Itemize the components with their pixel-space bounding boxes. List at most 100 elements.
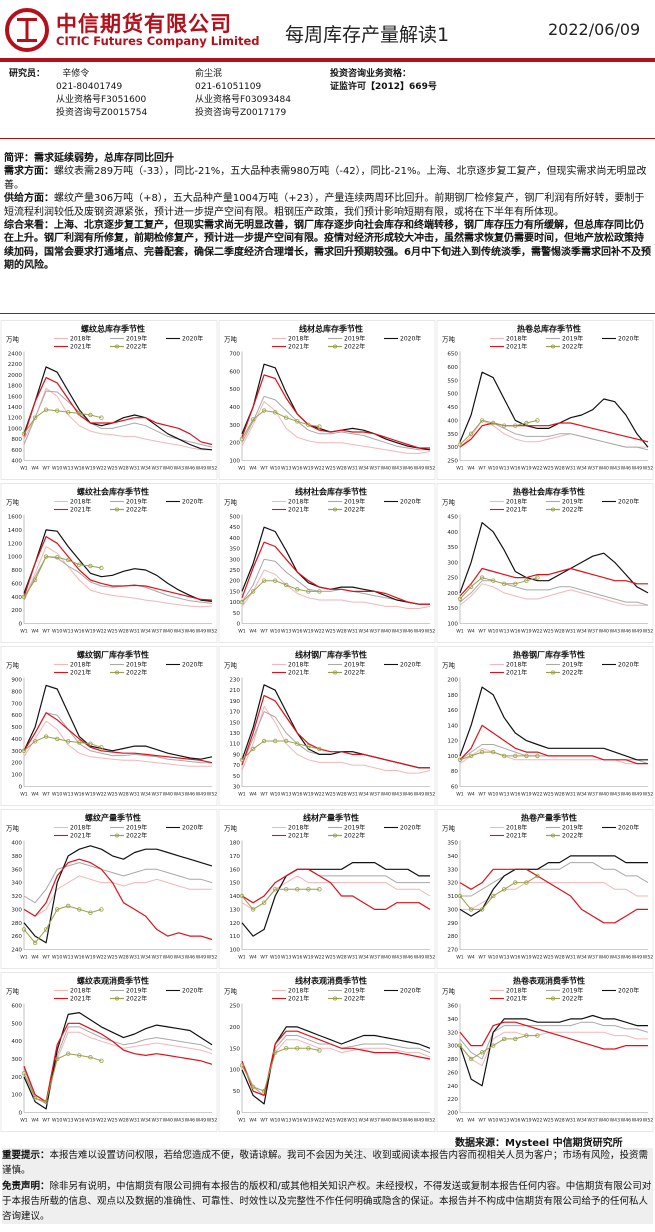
series-point-2022 <box>295 587 300 592</box>
x-tick-label: W1 <box>20 466 28 472</box>
x-tick-label: W49 <box>196 792 206 798</box>
x-tick-label: W7 <box>478 466 486 472</box>
chart-title: 热卷总库存季节性 <box>517 324 581 334</box>
x-tick-label: W52 <box>425 466 435 472</box>
x-tick-label: W4 <box>31 792 39 798</box>
series-point-2022 <box>479 418 485 423</box>
y-tick-label: 500 <box>447 392 458 398</box>
x-tick-label: W43 <box>392 955 402 961</box>
y-tick-label: 100 <box>447 622 458 628</box>
series-point-2022 <box>65 739 71 744</box>
x-tick-label: W49 <box>414 792 424 798</box>
series-point-2022 <box>55 736 60 742</box>
series-line-2018年 <box>241 401 431 454</box>
series-line-2021年 <box>23 377 213 446</box>
series-line-2019年 <box>241 395 430 451</box>
chart-frame <box>436 483 654 643</box>
x-tick-label: W28 <box>118 1118 128 1124</box>
legend-label: 2022年 <box>344 669 365 677</box>
x-tick-label: W22 <box>532 792 542 798</box>
series-point-2022 <box>491 893 496 899</box>
x-tick-label: W43 <box>610 466 620 472</box>
x-tick-label: W40 <box>381 629 391 635</box>
y-tick-label: 60 <box>451 785 459 791</box>
x-tick-label: W10 <box>488 1118 498 1124</box>
report-title: 每周库存产量解读1 <box>285 24 450 46</box>
chart-7: 螺纹钢厂库存季节性 万吨 2018年 2019年 2020年 2021年 2022年 0 100… <box>0 644 218 810</box>
x-tick-label: W10 <box>52 792 62 798</box>
series-point-2022 <box>317 746 322 752</box>
x-tick-label: W22 <box>96 629 106 635</box>
chart-frame <box>218 972 436 1132</box>
x-tick-label: W40 <box>163 629 173 635</box>
series-point-2022 <box>535 1033 540 1038</box>
legend-marker <box>551 833 556 838</box>
y-tick-label: 400 <box>229 405 240 411</box>
x-tick-label: W19 <box>303 955 313 961</box>
series-point-2022 <box>317 1048 322 1053</box>
y-tick-label: 150 <box>229 1046 240 1052</box>
x-tick-label: W13 <box>499 955 509 961</box>
series-point-2022 <box>43 1099 49 1104</box>
y-tick-label: 290 <box>447 921 458 927</box>
series-point-2022 <box>491 420 496 426</box>
series-point-2022 <box>65 903 71 909</box>
legend-label: 2018年 <box>70 824 91 832</box>
series-line-2022年 <box>241 888 320 910</box>
x-tick-label: W49 <box>414 466 424 472</box>
y-tick-label: 1000 <box>8 555 23 561</box>
chart-frame <box>0 972 218 1132</box>
chart-4: 螺纹社会库存季节性 万吨 2018年 2019年 2020年 2021年 2022年 0 200… <box>0 481 218 647</box>
x-tick-label: W34 <box>358 629 368 635</box>
report-header: 中信期货有限公司 CITIC Futures Company Limited 每… <box>0 0 655 58</box>
x-tick-label: W31 <box>565 955 575 961</box>
chart-frame <box>0 320 218 480</box>
legend-label: 2020年 <box>400 661 421 669</box>
x-tick-label: W1 <box>20 792 28 798</box>
x-tick-label: W28 <box>554 629 564 635</box>
legend-label: 2019年 <box>562 987 583 995</box>
legend-label: 2020年 <box>400 498 421 506</box>
x-tick-label: W37 <box>152 629 162 635</box>
x-tick-label: W19 <box>85 955 95 961</box>
legend-label: 2022年 <box>562 343 583 351</box>
x-tick-label: W16 <box>292 1118 302 1124</box>
series-point-2022 <box>250 1084 256 1089</box>
chart-3: 热卷总库存季节性 万吨 2018年 2019年 2020年 2021年 2022年 250 30… <box>436 318 654 484</box>
x-tick-label: W4 <box>249 629 257 635</box>
x-tick-label: W22 <box>314 1118 324 1124</box>
x-tick-label: W25 <box>107 629 117 635</box>
series-line-2021年 <box>23 536 213 601</box>
y-tick-label: 360 <box>447 1004 458 1010</box>
legend-label: 2022年 <box>562 832 583 840</box>
chart-unit: 万吨 <box>224 335 238 344</box>
y-tick-label: 150 <box>229 881 240 887</box>
y-tick-label: 200 <box>447 591 458 597</box>
chart-title: 热卷钢厂库存季节性 <box>513 650 585 660</box>
y-tick-label: 300 <box>229 423 240 429</box>
y-tick-label: 400 <box>229 536 240 542</box>
y-tick-label: 0 <box>236 622 240 628</box>
x-tick-label: W4 <box>249 792 257 798</box>
series-point-2022 <box>468 584 474 589</box>
series-point-2022 <box>295 741 300 746</box>
y-tick-label: 150 <box>229 720 240 726</box>
chart-13: 螺纹表观消费季节性 万吨 2018年 2019年 2020年 2021年 2022年 0 100… <box>0 970 218 1136</box>
legend-label: 2022年 <box>126 832 147 840</box>
y-tick-label: 1800 <box>8 384 23 390</box>
x-tick-label: W22 <box>532 629 542 635</box>
series-line-2019年 <box>241 711 430 769</box>
series-line-2021年 <box>23 712 213 764</box>
x-tick-label: W46 <box>403 466 413 472</box>
x-tick-label: W10 <box>488 629 498 635</box>
x-tick-label: W31 <box>565 792 575 798</box>
legend-label: 2021年 <box>506 343 527 351</box>
x-tick-label: W46 <box>185 466 195 472</box>
x-tick-label: W1 <box>20 629 28 635</box>
x-tick-label: W16 <box>74 629 84 635</box>
x-tick-label: W16 <box>510 629 520 635</box>
series-point-2022 <box>261 900 267 905</box>
